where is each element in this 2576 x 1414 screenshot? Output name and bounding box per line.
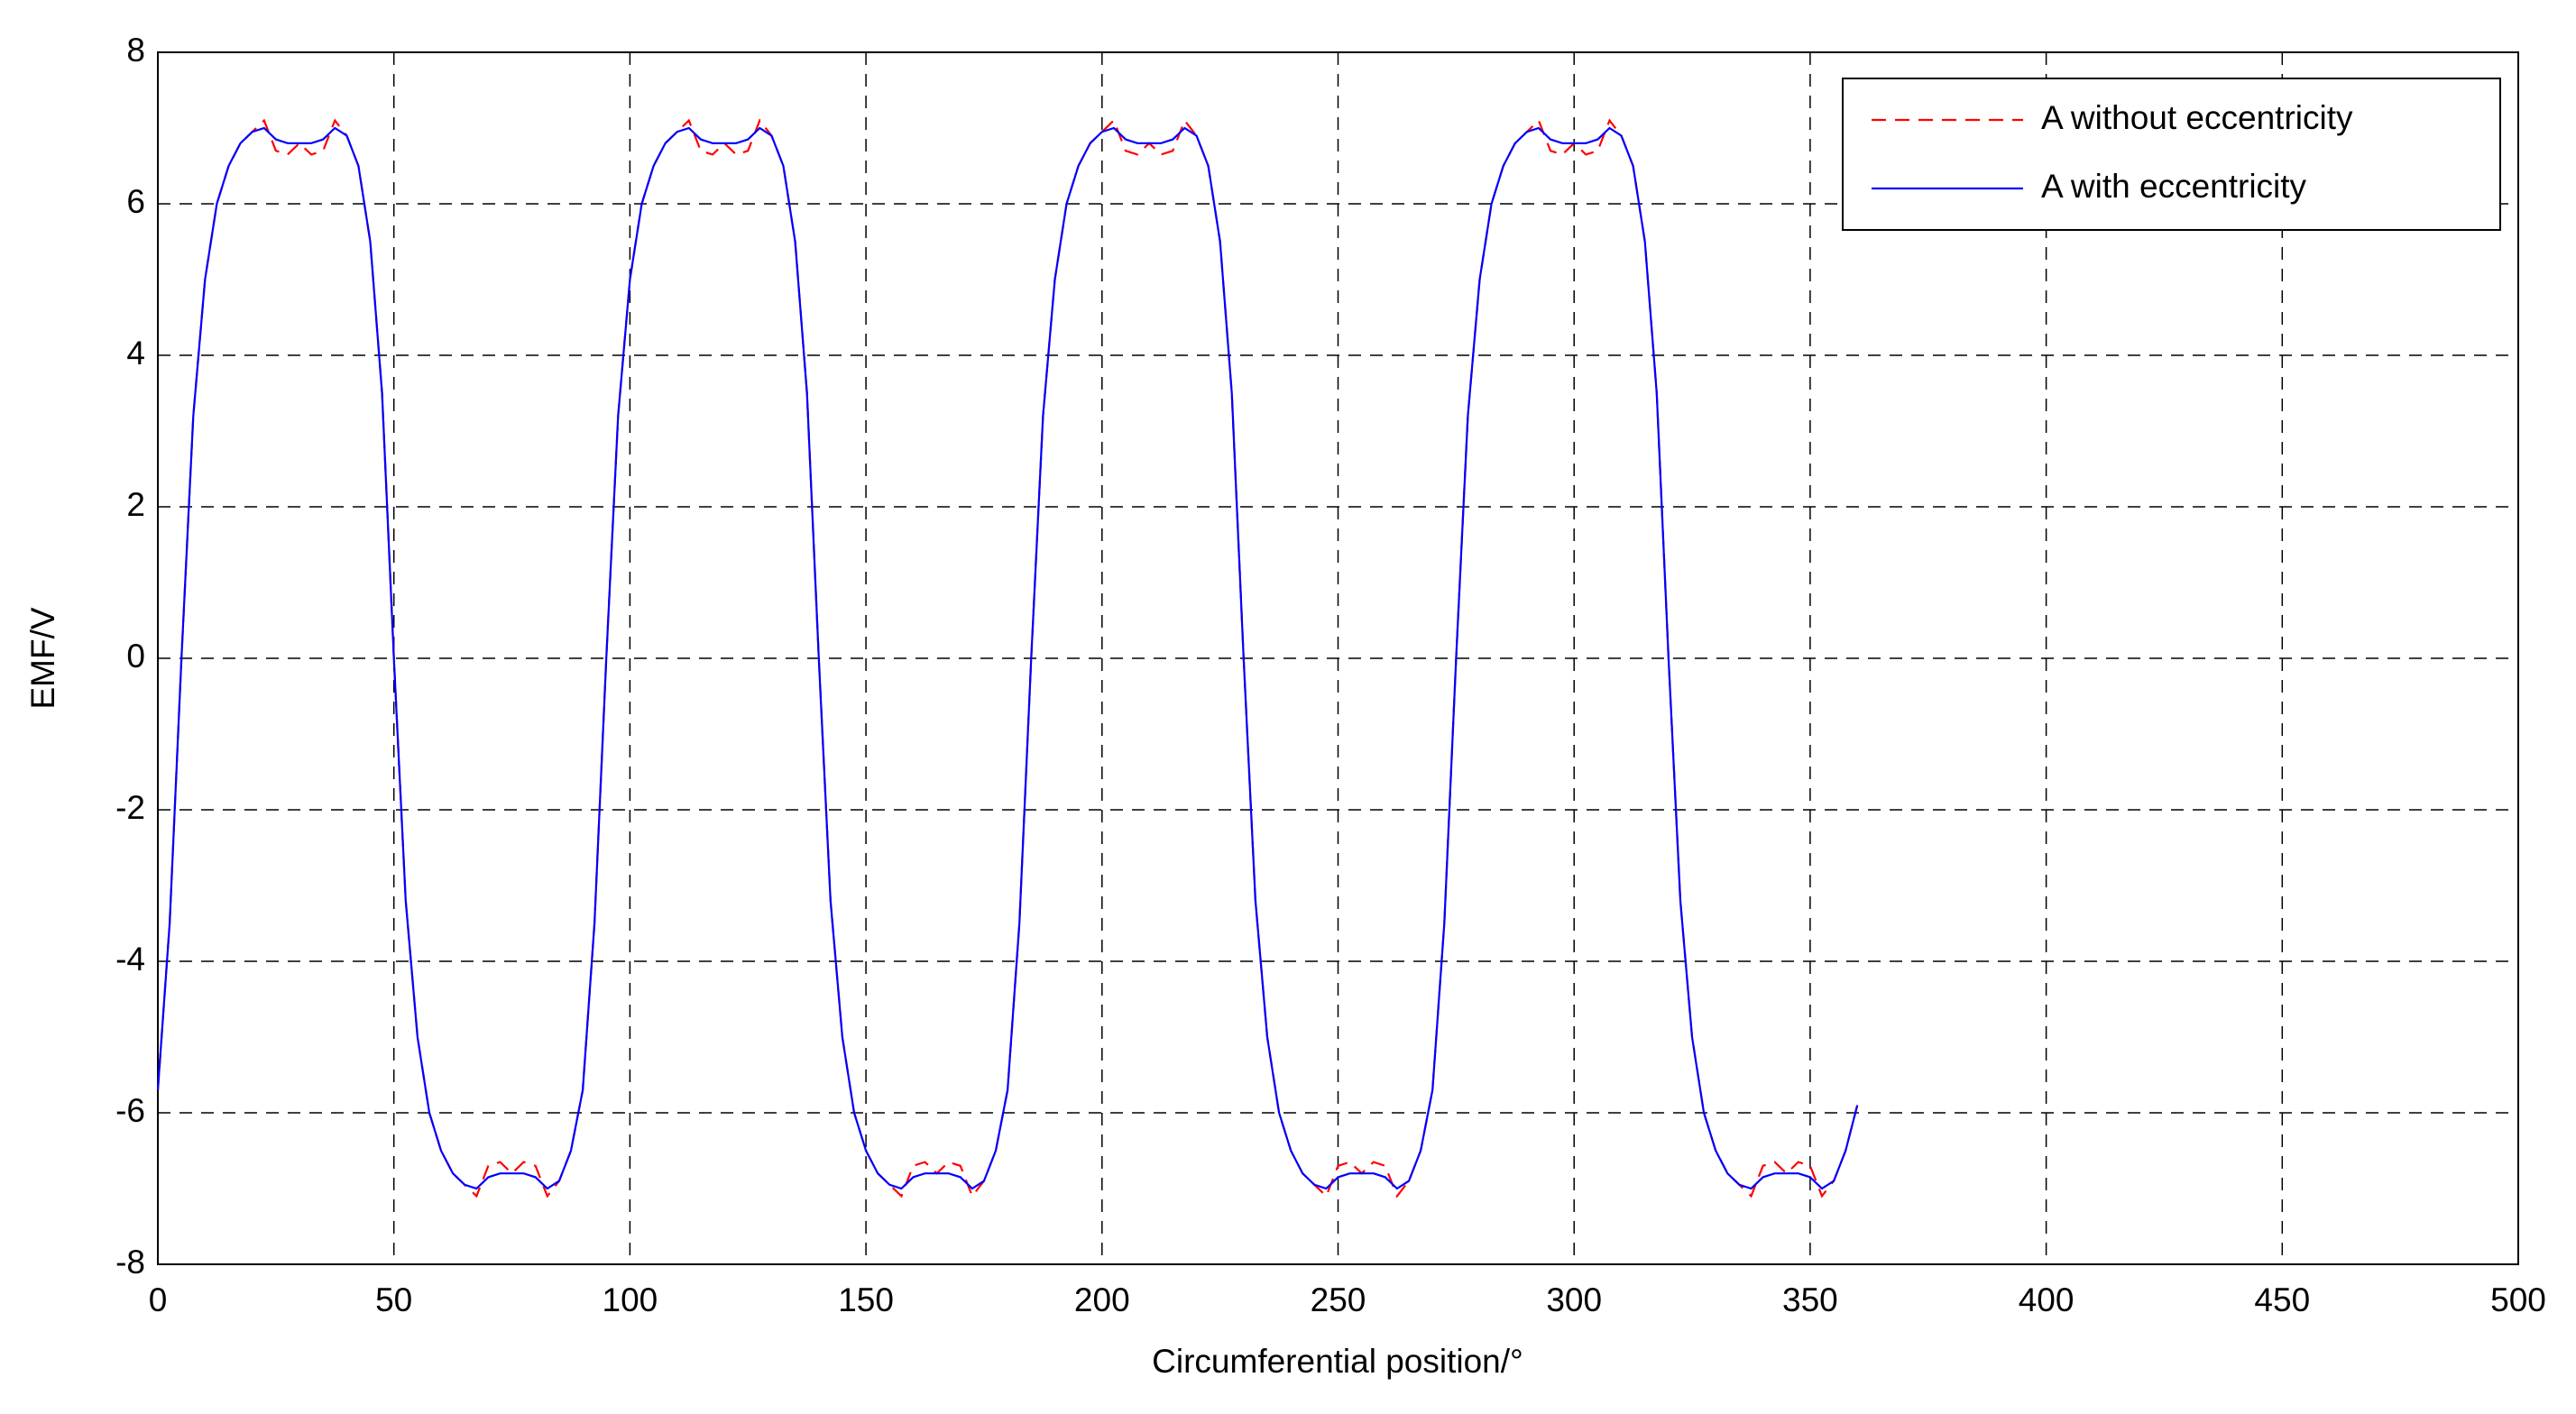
y-tick-label: -6 bbox=[115, 1092, 145, 1129]
x-tick-label: 350 bbox=[1782, 1281, 1838, 1318]
y-tick-label: 4 bbox=[126, 335, 145, 372]
x-tick-label: 250 bbox=[1311, 1281, 1366, 1318]
x-tick-label: 100 bbox=[603, 1281, 658, 1318]
y-tick-label: -4 bbox=[115, 941, 145, 978]
x-tick-label: 450 bbox=[2254, 1281, 2310, 1318]
x-tick-label: 0 bbox=[149, 1281, 168, 1318]
x-tick-label: 500 bbox=[2490, 1281, 2546, 1318]
x-tick-label: 400 bbox=[2019, 1281, 2075, 1318]
legend-label: A with eccentricity bbox=[2041, 168, 2307, 205]
y-tick-label: 2 bbox=[126, 486, 145, 523]
x-tick-label: 200 bbox=[1074, 1281, 1130, 1318]
plot-frame bbox=[157, 51, 2519, 1265]
x-tick-label: 50 bbox=[375, 1281, 412, 1318]
x-tick-label: 300 bbox=[1546, 1281, 1602, 1318]
x-tick-label: 150 bbox=[838, 1281, 894, 1318]
y-axis-label: EMF/V bbox=[24, 607, 61, 709]
y-tick-label: 6 bbox=[126, 183, 145, 220]
y-tick-label: -8 bbox=[115, 1244, 145, 1281]
legend-label: A without eccentricity bbox=[2041, 99, 2353, 136]
y-tick-label: 0 bbox=[126, 638, 145, 675]
legend-box bbox=[1842, 78, 2501, 231]
data-line bbox=[156, 126, 1859, 1190]
y-tick-label: -2 bbox=[115, 789, 145, 826]
y-tick-label: 8 bbox=[126, 32, 145, 69]
x-axis-label: Circumferential position/° bbox=[1152, 1343, 1523, 1380]
